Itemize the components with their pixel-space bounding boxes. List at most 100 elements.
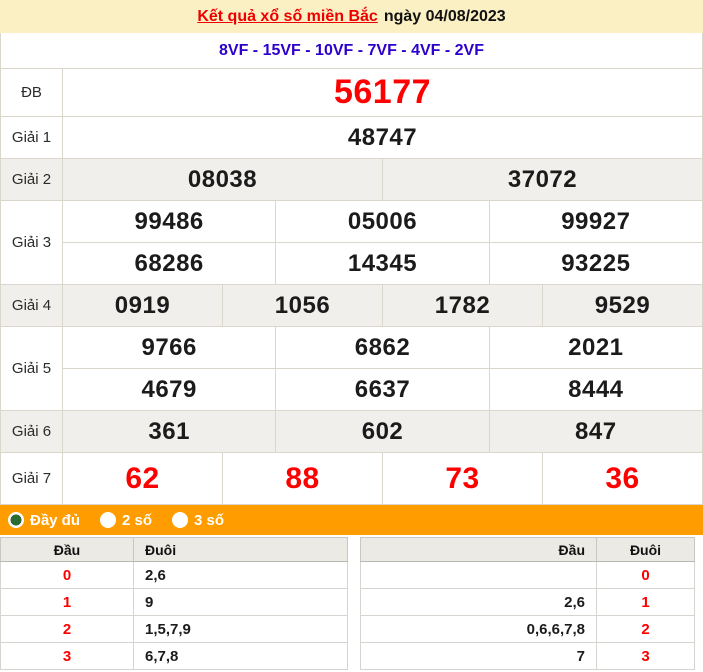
prize-number: 88 bbox=[222, 453, 382, 504]
prize-numbers-group: 08038 37072 bbox=[63, 159, 702, 200]
prize-number: 0919 bbox=[114, 291, 171, 319]
prize-numbers-group: 99486 05006 99927 68286 14345 93225 bbox=[63, 201, 702, 284]
prize-number: 361 bbox=[148, 417, 190, 445]
dau-cell: 2,6 bbox=[360, 588, 597, 616]
page-header: Kết quả xổ số miền Bắc ngày 04/08/2023 bbox=[0, 0, 703, 33]
table-row: 0,6,6,7,8 2 bbox=[360, 615, 695, 643]
prize-row: ĐB 56177 bbox=[1, 68, 702, 116]
prize-row: Giải 3 99486 05006 99927 68286 14345 93225 bbox=[1, 200, 702, 284]
prize-number: 602 bbox=[275, 411, 488, 452]
duoi-cell: 1,5,7,9 bbox=[133, 615, 348, 643]
prize-subrow: 9766 6862 2021 bbox=[63, 327, 702, 368]
prize-subrow: 62 88 73 36 bbox=[63, 453, 702, 504]
prize-number: 05006 bbox=[275, 201, 488, 242]
radio-circle-icon[interactable] bbox=[172, 512, 189, 528]
radio-label: 3 số bbox=[194, 511, 225, 529]
tail-stats-table: Đầu Đuôi 0 2,6 1 0,6,6,7,8 2 7 3 bbox=[360, 537, 695, 670]
prize-board: 8VF - 15VF - 10VF - 7VF - 4VF - 2VF ĐB 56… bbox=[0, 33, 703, 505]
prize-numbers-group: 0919 1056 1782 9529 bbox=[63, 285, 702, 326]
prize-label: Giải 2 bbox=[1, 159, 63, 200]
prize-label: Giải 5 bbox=[1, 327, 63, 410]
tail-col-dau: Đầu bbox=[360, 537, 597, 562]
duoi-cell: 0 bbox=[596, 561, 695, 589]
table-header-row: Đầu Đuôi bbox=[360, 537, 695, 562]
table-row: 2 1,5,7,9 bbox=[0, 615, 348, 643]
prize-number: 1056 bbox=[222, 285, 382, 326]
radio-full[interactable]: Đầy đủ bbox=[8, 512, 80, 529]
prize-number: 4679 bbox=[141, 375, 197, 403]
radio-2so[interactable]: 2 số bbox=[100, 512, 152, 529]
radio-circle-icon[interactable] bbox=[100, 512, 117, 528]
radio-label: Đầy đủ bbox=[30, 511, 81, 529]
prize-numbers-group: 48747 bbox=[63, 117, 702, 158]
table-row: 2,6 1 bbox=[360, 588, 695, 616]
table-row: 0 bbox=[360, 561, 695, 589]
duoi-cell: 3 bbox=[596, 642, 695, 670]
prize-number: 93225 bbox=[488, 243, 702, 284]
stats-tables: Đầu Đuôi 0 2,6 1 9 2 1,5,7,9 3 6,7,8 Đầu Đuôi 0… bbox=[0, 537, 703, 670]
dau-cell: 7 bbox=[360, 642, 597, 670]
table-header-row: Đầu Đuôi bbox=[0, 537, 348, 562]
prize-number: 73 bbox=[382, 453, 542, 504]
prize-number: 68286 bbox=[134, 249, 204, 277]
dau-cell: 2 bbox=[0, 615, 134, 643]
prize-number: 56177 bbox=[333, 73, 432, 111]
prize-number: 99927 bbox=[488, 201, 702, 242]
prize-subrow: 4679 6637 8444 bbox=[63, 368, 702, 410]
prize-label: Giải 7 bbox=[1, 453, 63, 504]
prize-numbers-group: 361 602 847 bbox=[63, 411, 702, 452]
prize-subrow: 361 602 847 bbox=[63, 411, 702, 452]
prize-number: 9529 bbox=[542, 285, 702, 326]
prize-numbers-group: 62 88 73 36 bbox=[63, 453, 702, 504]
table-row: 0 2,6 bbox=[0, 561, 348, 589]
dau-cell: 0 bbox=[0, 561, 134, 589]
prize-table: ĐB 56177 Giải 1 48747 Giải 2 08038 37072 Giải 3… bbox=[1, 68, 702, 504]
prize-number: 36 bbox=[542, 453, 702, 504]
prize-row: Giải 4 0919 1056 1782 9529 bbox=[1, 284, 702, 326]
prize-number: 2021 bbox=[488, 327, 702, 368]
prize-number: 8444 bbox=[488, 369, 702, 410]
dau-cell: 0,6,6,7,8 bbox=[360, 615, 597, 643]
prize-subrow: 99486 05006 99927 bbox=[63, 201, 702, 242]
draw-date: ngày 04/08/2023 bbox=[383, 7, 506, 25]
prize-number: 6862 bbox=[275, 327, 488, 368]
tail-col-duoi: Đuôi bbox=[596, 537, 695, 562]
dau-cell: 3 bbox=[0, 642, 134, 670]
prize-subrow: 56177 bbox=[63, 69, 702, 116]
prize-number: 37072 bbox=[382, 159, 702, 200]
duoi-cell: 2 bbox=[596, 615, 695, 643]
filter-bar: Đầy đủ 2 số 3 số bbox=[0, 505, 703, 535]
prize-subrow: 0919 1056 1782 9529 bbox=[63, 285, 702, 326]
prize-numbers-group: 9766 6862 2021 4679 6637 8444 bbox=[63, 327, 702, 410]
duoi-cell: 1 bbox=[596, 588, 695, 616]
prize-number: 14345 bbox=[275, 243, 488, 284]
head-stats-table: Đầu Đuôi 0 2,6 1 9 2 1,5,7,9 3 6,7,8 bbox=[0, 537, 348, 670]
dau-cell bbox=[360, 561, 597, 589]
prize-row: Giải 2 08038 37072 bbox=[1, 158, 702, 200]
prize-row: Giải 6 361 602 847 bbox=[1, 410, 702, 452]
prize-label: Giải 3 bbox=[1, 201, 63, 284]
prize-label: ĐB bbox=[1, 69, 63, 116]
duoi-cell: 2,6 bbox=[133, 561, 348, 589]
duoi-cell: 9 bbox=[133, 588, 348, 616]
radio-3so[interactable]: 3 số bbox=[172, 512, 224, 529]
head-col-dau: Đầu bbox=[0, 537, 134, 562]
prize-number: 6637 bbox=[275, 369, 488, 410]
prize-label: Giải 6 bbox=[1, 411, 63, 452]
prize-number: 08038 bbox=[187, 165, 258, 193]
prize-label: Giải 4 bbox=[1, 285, 63, 326]
prize-number: 9766 bbox=[141, 333, 197, 361]
prize-label: Giải 1 bbox=[1, 117, 63, 158]
prize-number: 62 bbox=[125, 461, 160, 495]
prize-subrow: 68286 14345 93225 bbox=[63, 242, 702, 284]
lottery-title-link[interactable]: Kết quả xổ số miền Bắc bbox=[197, 7, 378, 25]
radio-label: 2 số bbox=[122, 511, 153, 529]
prize-row: Giải 5 9766 6862 2021 4679 6637 8444 bbox=[1, 326, 702, 410]
prize-number: 99486 bbox=[134, 207, 204, 235]
dau-cell: 1 bbox=[0, 588, 134, 616]
prize-numbers-group: 56177 bbox=[63, 69, 702, 116]
radio-circle-icon[interactable] bbox=[8, 512, 24, 528]
